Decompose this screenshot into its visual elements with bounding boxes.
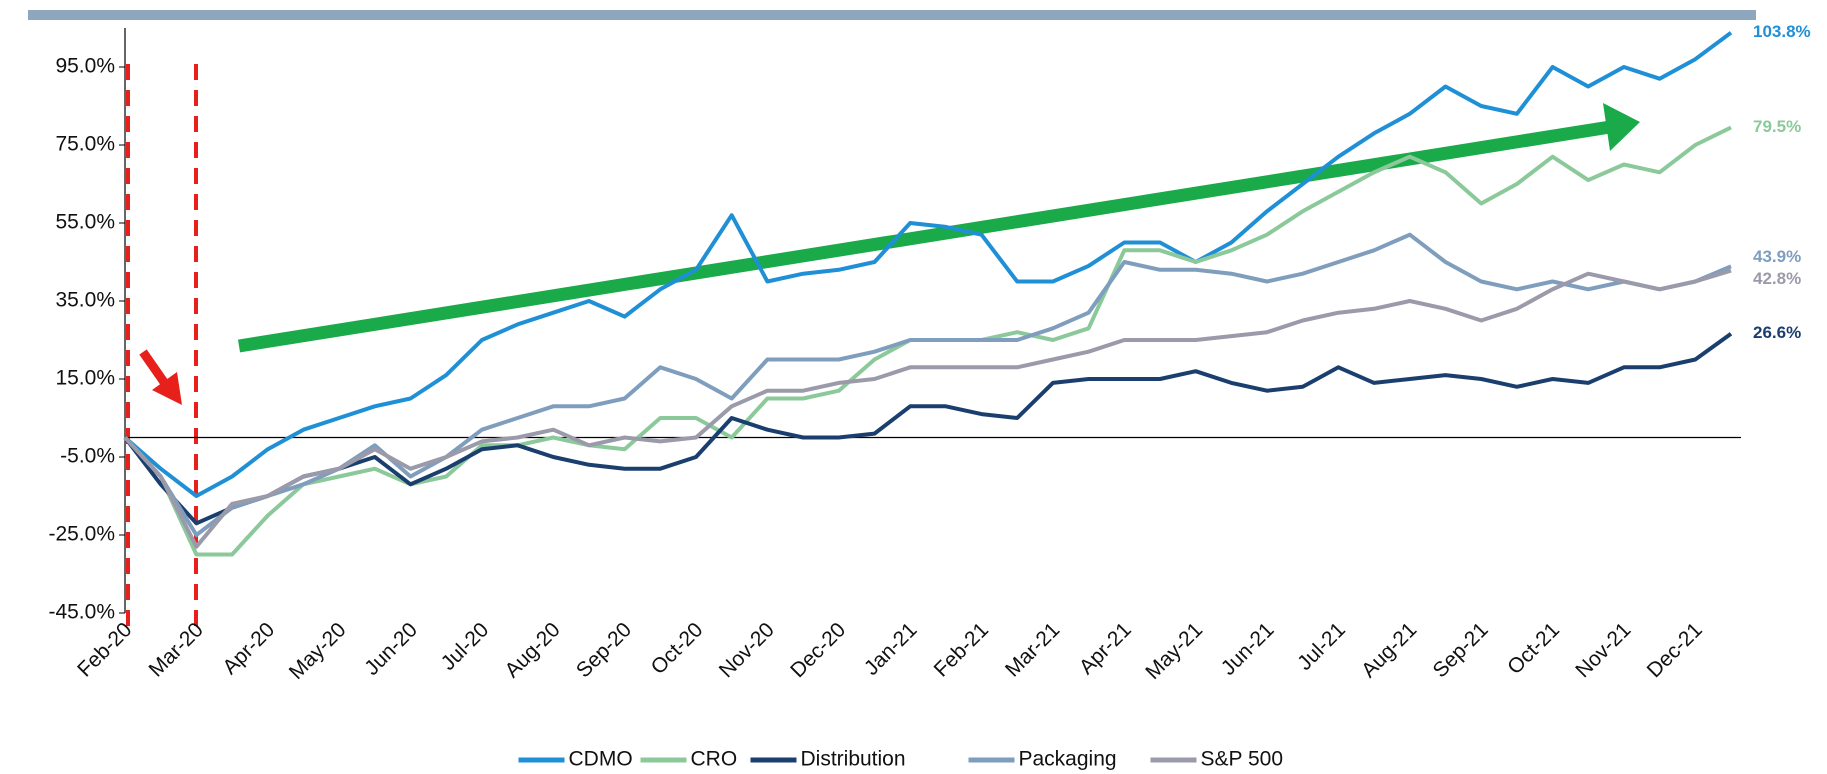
x-tick-label: Oct-21 [1503, 618, 1564, 679]
y-tick-label: -5.0% [60, 445, 115, 468]
x-tick-label: Feb-21 [930, 618, 993, 681]
y-tick-label: 75.0% [55, 133, 115, 156]
end-label: 79.5% [1753, 117, 1801, 136]
x-tick-label: Dec-20 [786, 618, 850, 682]
y-tick-label: 55.0% [55, 211, 115, 234]
end-label: 103.8% [1753, 22, 1811, 41]
legend-label: Distribution [801, 748, 906, 771]
x-tick-label: May-21 [1141, 618, 1207, 684]
y-tick-label: -25.0% [48, 523, 115, 546]
y-tick-label: -45.0% [48, 601, 115, 624]
x-tick-label: Aug-21 [1357, 618, 1421, 682]
y-tick-label: 95.0% [55, 55, 115, 78]
x-tick-label: May-20 [285, 618, 351, 684]
x-tick-label: Nov-21 [1571, 618, 1635, 682]
legend-label: CRO [691, 748, 738, 771]
x-tick-label: Jul-21 [1293, 618, 1350, 675]
x-tick-label: Nov-20 [715, 618, 779, 682]
x-tick-label: Sep-21 [1428, 618, 1492, 682]
legend-label: S&P 500 [1201, 748, 1284, 771]
x-tick-label: Jan-21 [860, 618, 922, 680]
y-tick-label: 35.0% [55, 289, 115, 312]
end-label: 42.8% [1753, 269, 1801, 288]
x-tick-label: Feb-20 [73, 618, 136, 681]
x-tick-label: Sep-20 [572, 618, 636, 682]
x-tick-label: Jul-20 [437, 618, 494, 675]
end-label: 43.9% [1753, 247, 1801, 266]
y-tick-label: 15.0% [55, 367, 115, 390]
x-tick-label: Jun-20 [360, 618, 422, 680]
x-tick-label: Jun-21 [1217, 618, 1279, 680]
x-tick-label: Mar-21 [1001, 618, 1064, 681]
x-tick-label: Apr-21 [1075, 618, 1136, 679]
header-bar [28, 10, 1756, 20]
legend-label: CDMO [569, 748, 633, 771]
x-tick-label: Mar-20 [145, 618, 208, 681]
series-line [123, 332, 1733, 526]
series-line [123, 232, 1732, 537]
red-arrow [139, 349, 182, 405]
x-tick-label: Oct-20 [647, 618, 708, 679]
end-label: 26.6% [1753, 323, 1801, 342]
series-line [123, 31, 1733, 498]
legend: CDMO CRO Distribution Packaging S&P 500 [518, 748, 1284, 771]
series-line [123, 268, 1732, 549]
trend-arrow [237, 103, 1640, 353]
x-tick-label: Dec-21 [1643, 618, 1707, 682]
legend-label: Packaging [1019, 748, 1117, 771]
x-tick-label: Apr-20 [218, 618, 279, 679]
x-tick-label: Aug-20 [501, 618, 565, 682]
